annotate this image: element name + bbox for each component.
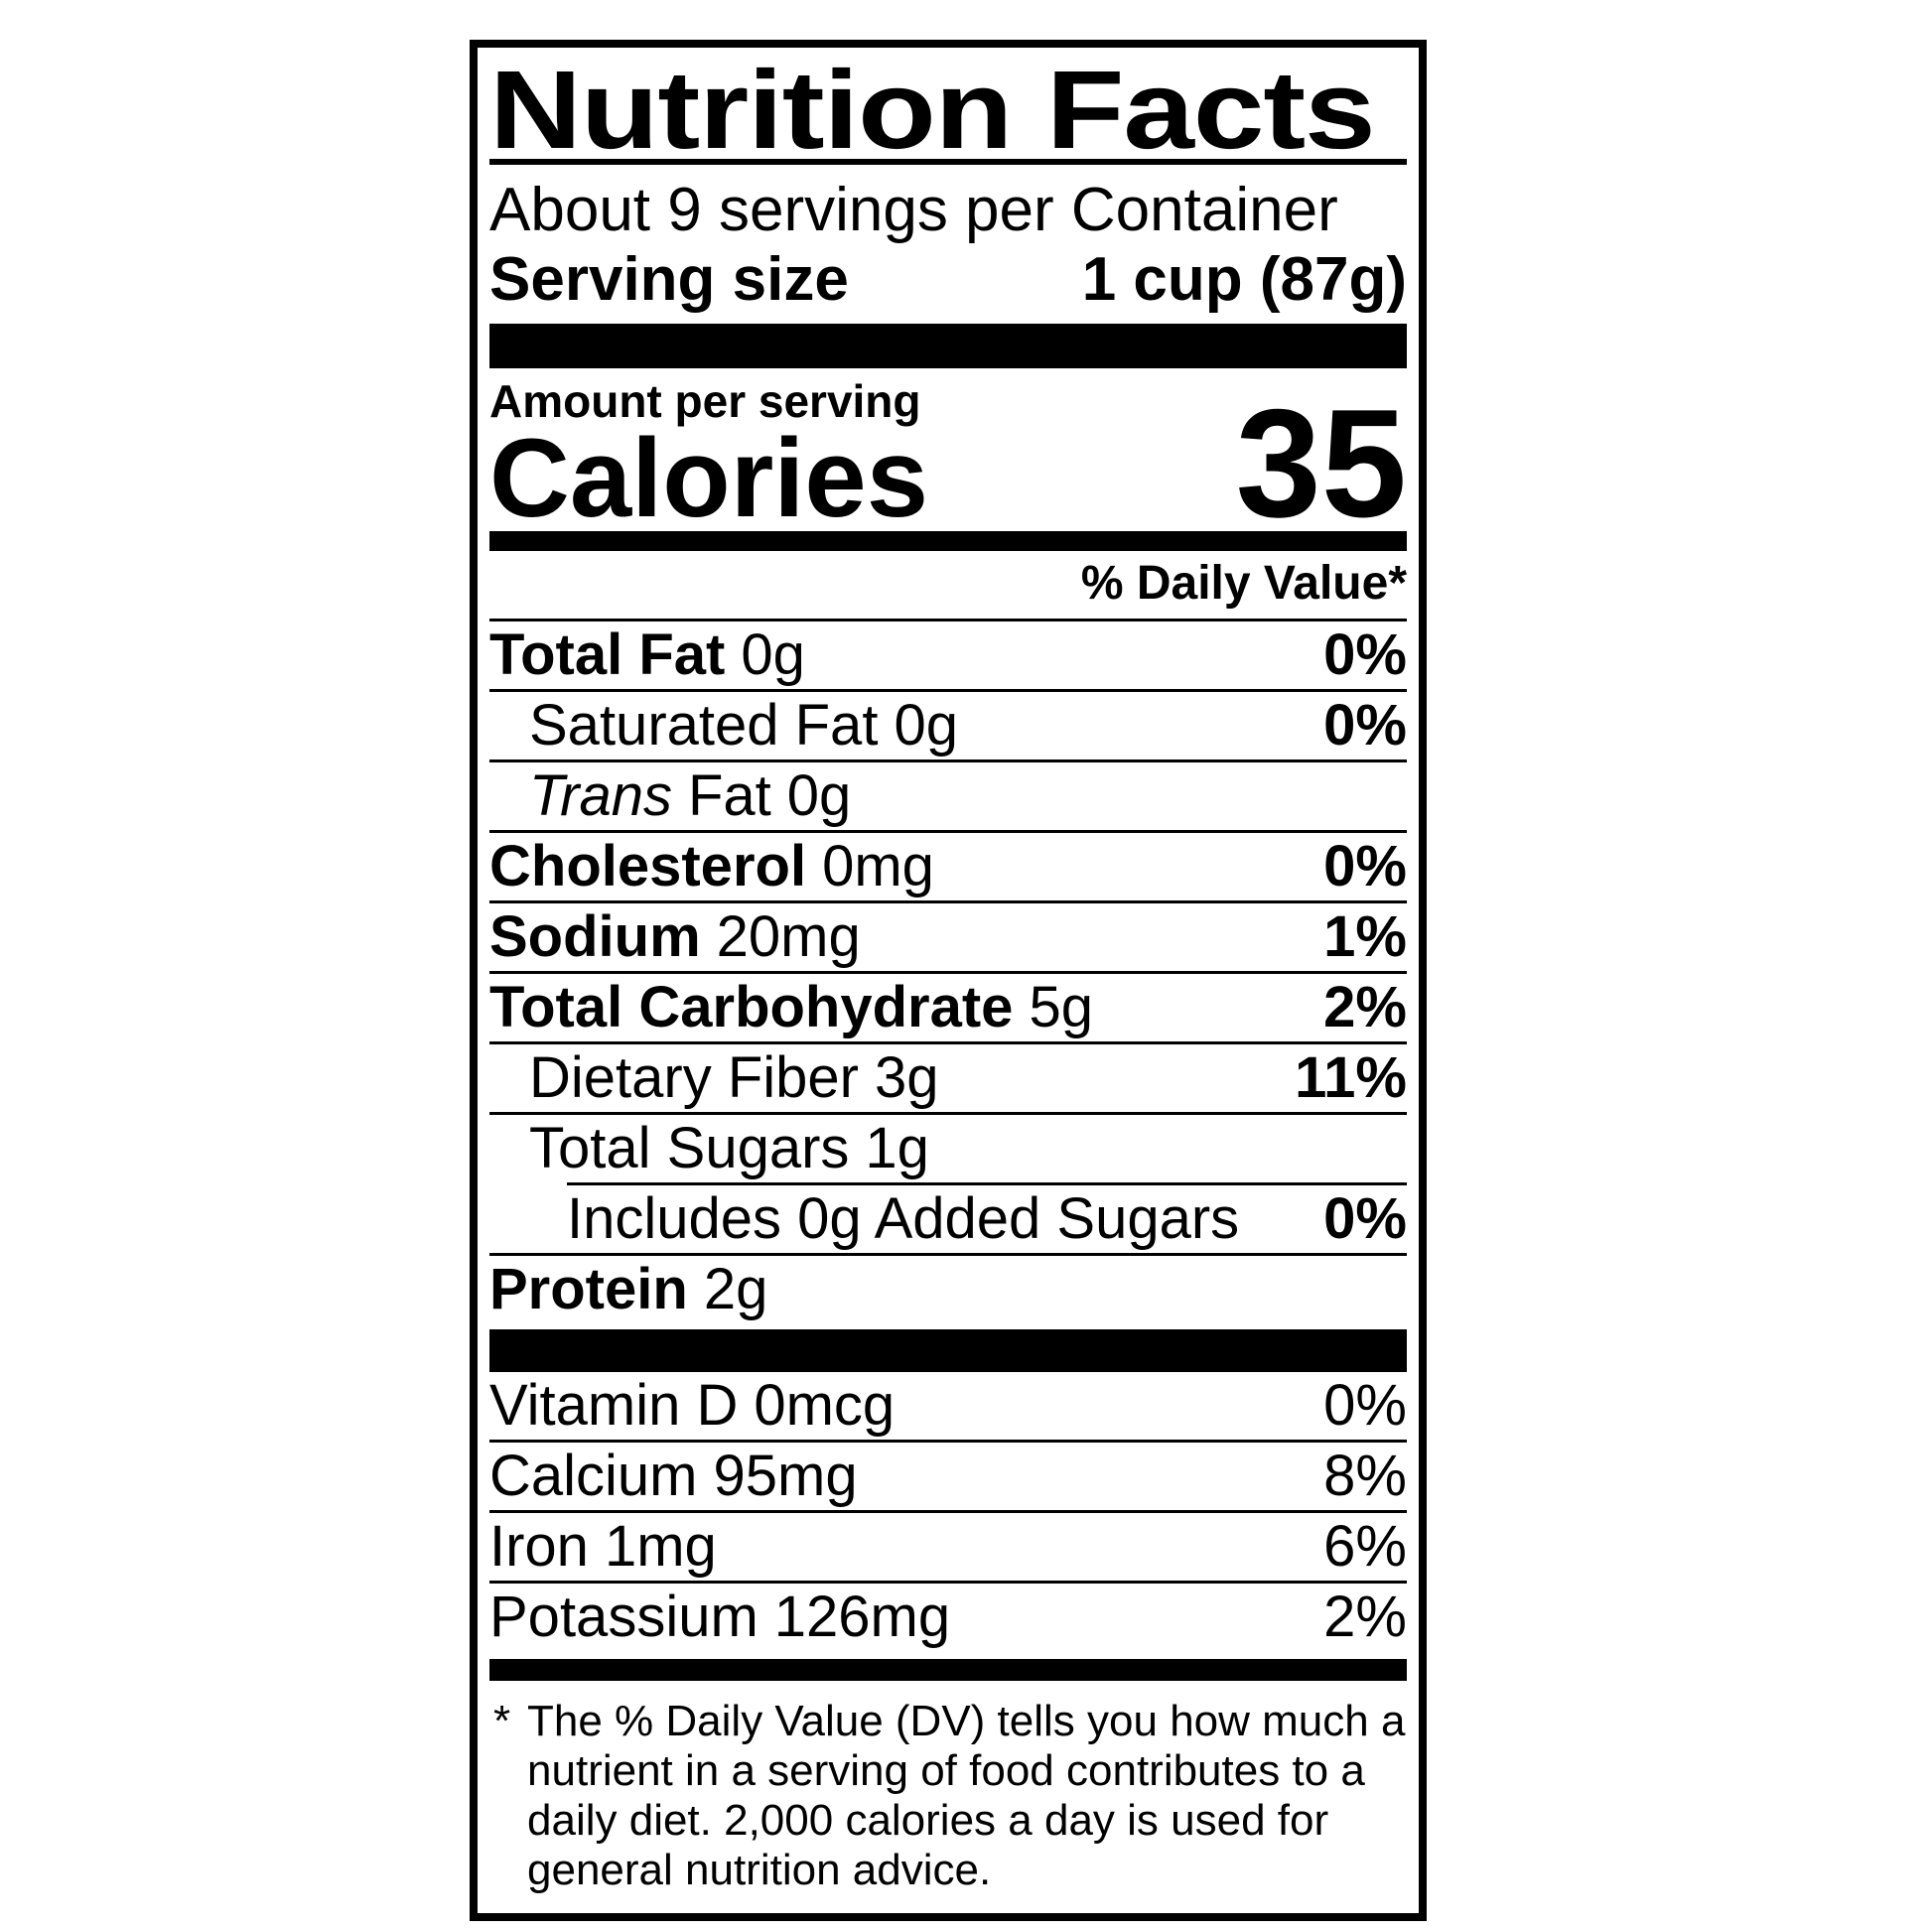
nutrient-dv: 1%: [1323, 904, 1407, 969]
nutrient-amount: 95mg: [713, 1444, 858, 1508]
separator: [489, 689, 1407, 692]
nutrient-dv: 0%: [1323, 1373, 1407, 1438]
nutrient-name: Total Sugars: [529, 1116, 850, 1180]
nutrient-row-total-carbohydrate: Total Carbohydrate 5g 2%: [489, 974, 1407, 1041]
nutrient-dv: 11%: [1295, 1045, 1407, 1110]
nutrient-amount: 0g: [786, 763, 852, 828]
title-divider: [489, 159, 1407, 165]
label-title: Nutrition Facts: [489, 48, 1376, 172]
nutrient-dv: 6%: [1323, 1514, 1407, 1579]
nutrient-row-total-fat: Total Fat 0g 0%: [489, 621, 1407, 689]
thick-divider-bar: [489, 1659, 1407, 1681]
nutrient-row-sodium: Sodium 20mg 1%: [489, 903, 1407, 971]
nutrient-amount: 1mg: [604, 1514, 717, 1579]
separator: [489, 971, 1407, 974]
footnote-line: daily diet. 2,000 calories a day is used…: [527, 1796, 1329, 1845]
calories-divider-bar: [489, 531, 1407, 551]
nutrient-name: Vitamin D: [489, 1373, 739, 1438]
nutrient-amount: 1g: [865, 1116, 929, 1180]
nutrient-name: Protein: [489, 1257, 688, 1321]
nutrient-name: Dietary Fiber: [529, 1045, 859, 1110]
nutrient-amount: 2g: [703, 1257, 768, 1321]
thick-divider-bar: [489, 324, 1407, 368]
separator: [489, 830, 1407, 833]
nutrient-row-protein: Protein 2g: [489, 1256, 1407, 1323]
nutrient-name: Fat: [687, 763, 771, 828]
nutrient-dv: 0%: [1323, 1186, 1407, 1251]
nutrient-row-cholesterol: Cholesterol 0mg 0%: [489, 833, 1407, 900]
nutrient-dv: 8%: [1323, 1444, 1407, 1508]
separator: [489, 900, 1407, 903]
separator: [489, 619, 1407, 621]
footnote-line: nutrient in a serving of food contribute…: [527, 1746, 1365, 1795]
nutrient-row-saturated-fat: Saturated Fat 0g 0%: [489, 692, 1407, 759]
nutrient-amount: 5g: [1029, 975, 1093, 1039]
servings-per-container: About 9 servings per Container: [489, 176, 1338, 244]
separator: [489, 1510, 1407, 1513]
nutrient-row-added-sugars: Includes 0g Added Sugars 0%: [489, 1185, 1407, 1253]
nutrient-name-italic: Trans: [529, 763, 672, 828]
daily-value-footnote: * The % Daily Value (DV) tells you how m…: [489, 1697, 1407, 1913]
separator: [489, 1440, 1407, 1443]
nutrient-name: Total Carbohydrate: [489, 975, 1014, 1039]
calories-row: Calories 35: [489, 386, 1407, 540]
nutrient-dv: 0%: [1323, 834, 1407, 898]
nutrient-name: Potassium: [489, 1585, 759, 1649]
micronutrient-row-vitamin-d: Vitamin D 0mcg 0%: [489, 1372, 1407, 1440]
nutrition-facts-label: Nutrition Facts About 9 servings per Con…: [470, 40, 1427, 1921]
nutrient-amount: 0mg: [822, 834, 934, 898]
nutrient-amount: 3g: [874, 1045, 939, 1110]
nutrient-dv: 2%: [1323, 975, 1407, 1039]
micronutrient-row-calcium: Calcium 95mg 8%: [489, 1443, 1407, 1510]
calories-value: 35: [1235, 377, 1407, 549]
nutrient-row-trans-fat: Trans Fat 0g: [489, 762, 1407, 830]
separator: [489, 1581, 1407, 1584]
nutrient-name: Total Fat: [489, 622, 726, 687]
nutrient-dv: 2%: [1323, 1585, 1407, 1649]
nutrient-name: Iron: [489, 1514, 589, 1579]
nutrient-name: Calcium: [489, 1444, 698, 1508]
nutrient-amount: 0g: [741, 622, 805, 687]
separator: [489, 1253, 1407, 1256]
footnote-line: The % Daily Value (DV) tells you how muc…: [527, 1697, 1406, 1745]
nutrient-amount: 126mg: [773, 1585, 951, 1649]
nutrient-row-total-sugars: Total Sugars 1g: [489, 1115, 1407, 1182]
amount-per-serving-label: Amount per serving: [489, 375, 921, 427]
nutrient-amount: 0g: [894, 693, 958, 758]
footnote-line: general nutrition advice.: [527, 1846, 992, 1894]
nutrient-name: Includes 0g Added Sugars: [567, 1186, 1240, 1251]
nutrient-amount: 20mg: [716, 904, 861, 969]
separator-indented: [567, 1182, 1407, 1185]
serving-size-label: Serving size: [489, 245, 849, 314]
nutrient-name: Sodium: [489, 904, 701, 969]
calories-label: Calories: [489, 415, 928, 540]
thick-divider-bar: [489, 1329, 1407, 1372]
nutrient-name: Cholesterol: [489, 834, 807, 898]
separator: [489, 1041, 1407, 1044]
separator: [489, 759, 1407, 762]
nutrient-amount: 0mcg: [754, 1373, 896, 1438]
footnote-asterisk: *: [493, 1697, 511, 1745]
separator: [489, 1112, 1407, 1115]
nutrient-dv: 0%: [1323, 622, 1407, 687]
serving-size-row: Serving size 1 cup (87g): [489, 248, 1407, 312]
daily-value-header: % Daily Value*: [1080, 557, 1407, 610]
micronutrient-row-iron: Iron 1mg 6%: [489, 1513, 1407, 1581]
serving-size-value: 1 cup (87g): [1081, 245, 1407, 314]
nutrient-dv: 0%: [1323, 693, 1407, 758]
micronutrient-row-potassium: Potassium 126mg 2%: [489, 1584, 1407, 1651]
nutrient-row-dietary-fiber: Dietary Fiber 3g 11%: [489, 1044, 1407, 1112]
nutrient-name: Saturated Fat: [529, 693, 879, 758]
